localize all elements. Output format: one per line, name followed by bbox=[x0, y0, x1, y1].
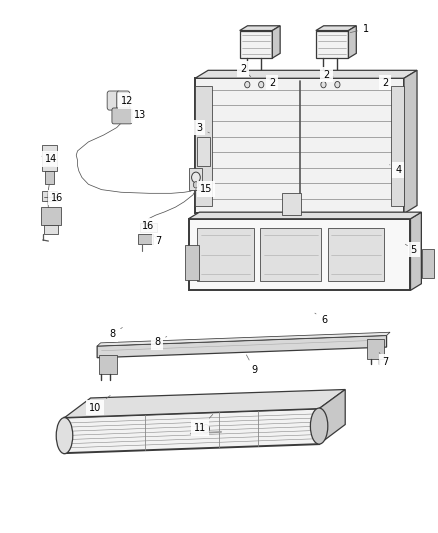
Text: 7: 7 bbox=[379, 352, 389, 367]
Polygon shape bbox=[316, 26, 356, 30]
Ellipse shape bbox=[56, 418, 73, 454]
Polygon shape bbox=[188, 219, 410, 290]
Text: 16: 16 bbox=[51, 192, 63, 203]
Text: 12: 12 bbox=[121, 96, 134, 106]
Text: 13: 13 bbox=[134, 110, 146, 120]
Text: 2: 2 bbox=[379, 77, 389, 87]
Circle shape bbox=[191, 172, 200, 183]
Polygon shape bbox=[195, 78, 404, 214]
Text: 9: 9 bbox=[247, 355, 258, 375]
Polygon shape bbox=[42, 191, 57, 201]
Circle shape bbox=[321, 82, 326, 88]
Polygon shape bbox=[197, 228, 254, 281]
Text: 3: 3 bbox=[196, 123, 209, 133]
Text: 14: 14 bbox=[42, 155, 57, 164]
Polygon shape bbox=[138, 233, 153, 244]
Polygon shape bbox=[422, 249, 434, 278]
Circle shape bbox=[202, 424, 209, 433]
Text: 2: 2 bbox=[269, 77, 275, 87]
Text: 5: 5 bbox=[405, 244, 417, 255]
Polygon shape bbox=[64, 409, 319, 453]
Text: 16: 16 bbox=[142, 221, 155, 231]
Polygon shape bbox=[41, 207, 61, 225]
Text: 11: 11 bbox=[194, 414, 213, 433]
Polygon shape bbox=[349, 26, 356, 58]
Polygon shape bbox=[195, 86, 212, 206]
Text: 10: 10 bbox=[89, 395, 110, 413]
Polygon shape bbox=[140, 223, 157, 232]
Polygon shape bbox=[319, 390, 345, 444]
Polygon shape bbox=[42, 144, 57, 171]
Polygon shape bbox=[97, 332, 390, 346]
Circle shape bbox=[245, 82, 250, 88]
Text: 8: 8 bbox=[110, 327, 122, 340]
Text: 7: 7 bbox=[155, 236, 161, 246]
Polygon shape bbox=[391, 86, 404, 206]
Polygon shape bbox=[99, 355, 117, 374]
Polygon shape bbox=[45, 171, 54, 184]
Text: 2: 2 bbox=[323, 70, 333, 79]
Polygon shape bbox=[404, 70, 417, 214]
Text: 6: 6 bbox=[315, 313, 327, 325]
Polygon shape bbox=[64, 390, 345, 418]
Polygon shape bbox=[272, 26, 280, 58]
Polygon shape bbox=[189, 168, 202, 190]
Polygon shape bbox=[97, 335, 387, 358]
FancyBboxPatch shape bbox=[117, 91, 130, 110]
Circle shape bbox=[258, 82, 264, 88]
Polygon shape bbox=[188, 212, 421, 219]
Polygon shape bbox=[44, 225, 58, 233]
Text: 15: 15 bbox=[199, 183, 212, 194]
Polygon shape bbox=[197, 136, 210, 166]
Polygon shape bbox=[240, 26, 280, 30]
Polygon shape bbox=[195, 70, 417, 78]
Polygon shape bbox=[316, 30, 349, 58]
Text: 4: 4 bbox=[390, 165, 401, 175]
Text: 1: 1 bbox=[350, 24, 369, 34]
FancyBboxPatch shape bbox=[107, 91, 120, 110]
Text: 2: 2 bbox=[240, 64, 251, 77]
Polygon shape bbox=[367, 338, 385, 359]
Polygon shape bbox=[240, 30, 272, 58]
Ellipse shape bbox=[311, 408, 328, 444]
Text: 8: 8 bbox=[154, 336, 167, 347]
Polygon shape bbox=[282, 192, 301, 215]
Polygon shape bbox=[328, 228, 385, 281]
Polygon shape bbox=[410, 212, 421, 290]
Polygon shape bbox=[260, 228, 321, 281]
Circle shape bbox=[193, 182, 198, 188]
Polygon shape bbox=[185, 245, 199, 280]
FancyBboxPatch shape bbox=[112, 108, 132, 124]
Circle shape bbox=[335, 82, 340, 88]
